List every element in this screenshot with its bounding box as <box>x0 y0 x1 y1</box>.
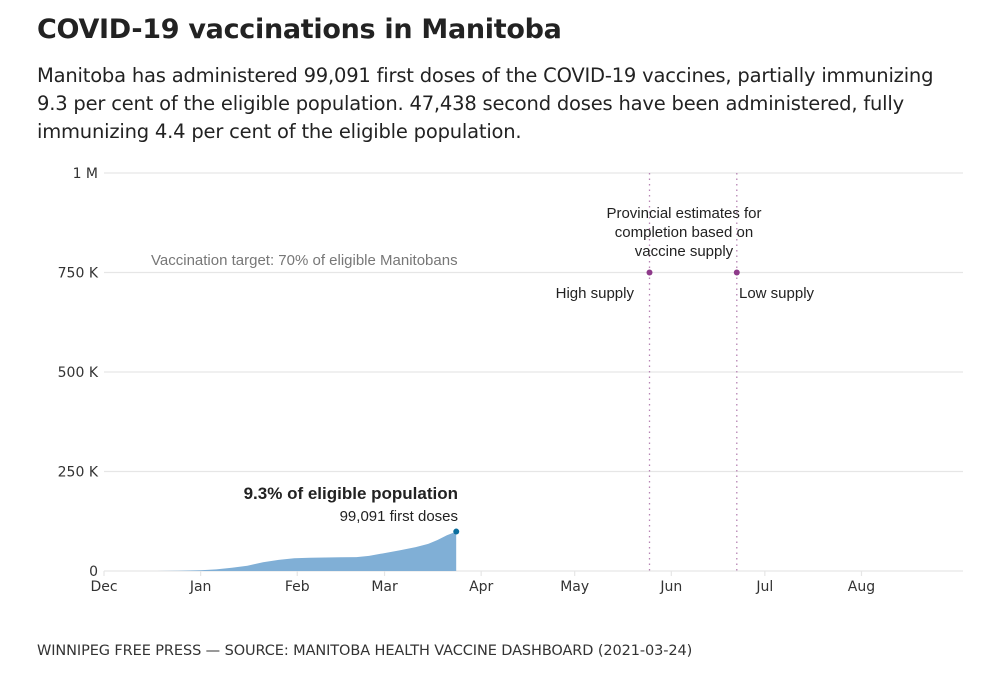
estimate-markers <box>646 173 740 571</box>
x-tick-label: Jul <box>755 579 773 595</box>
x-tick-label: Jun <box>659 579 682 595</box>
target-label: Vaccination target: 70% of eligible Mani… <box>151 252 458 269</box>
endpoint-headline: 9.3% of eligible population <box>244 484 458 503</box>
estimate-label-line-1: Provincial estimates for <box>606 205 761 222</box>
estimate-marker <box>646 269 653 276</box>
x-tick-label: Mar <box>371 579 398 595</box>
gridlines <box>104 172 963 572</box>
x-axis: Dec Jan Feb Mar Apr May Jun Jul Aug <box>90 571 875 595</box>
chart-subtitle: Manitoba has administered 99,091 first d… <box>37 64 934 143</box>
x-tick-label: May <box>560 579 589 595</box>
y-tick-label: 1 M <box>73 166 98 182</box>
estimate-label-line-2: completion based on <box>615 224 753 241</box>
endpoint-detail: 99,091 first doses <box>340 508 458 525</box>
estimate-label-line-3: vaccine supply <box>635 243 734 260</box>
estimate-marker <box>733 269 740 276</box>
high-supply-label: High supply <box>556 285 635 302</box>
x-tick-label: Aug <box>848 579 875 595</box>
y-tick-label: 750 K <box>58 266 99 282</box>
x-tick-label: Apr <box>469 579 493 595</box>
y-tick-label: 250 K <box>58 465 99 481</box>
low-supply-label: Low supply <box>739 285 815 302</box>
source-credit: WINNIPEG FREE PRESS — SOURCE: MANITOBA H… <box>37 643 693 659</box>
latest-point-marker <box>453 528 460 535</box>
page-title: COVID-19 vaccinations in Manitoba <box>37 14 562 45</box>
y-tick-label: 0 <box>89 564 98 580</box>
y-tick-label: 500 K <box>58 365 99 381</box>
first-doses-area <box>156 531 457 571</box>
x-tick-label: Jan <box>189 579 212 595</box>
y-axis: 0 250 K 500 K 750 K 1 M <box>58 166 99 580</box>
x-tick-label: Dec <box>90 579 117 595</box>
x-tick-label: Feb <box>285 579 310 595</box>
